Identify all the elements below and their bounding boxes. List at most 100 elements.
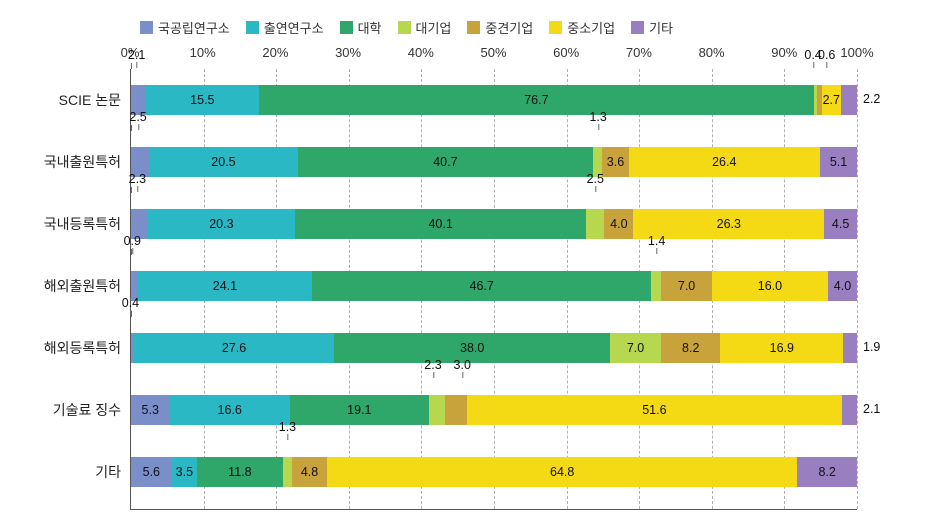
legend-swatch <box>398 21 411 34</box>
bar-segment: 2.7 <box>822 85 842 115</box>
chart: 0%10%20%30%40%50%60%70%80%90%100% SCIE 논… <box>130 45 857 510</box>
bar-segment: 20.5 <box>149 147 298 177</box>
row-label: 해외등록특허 <box>31 338 131 358</box>
bar-row: SCIE 논문2.22.10.40.615.576.72.7 <box>131 69 857 131</box>
bar-segment: 38.0 <box>334 333 610 363</box>
bar-segment: 5.3 <box>131 395 169 425</box>
bar-segment: 16.9 <box>720 333 843 363</box>
bar-segment: 7.0 <box>661 271 712 301</box>
legend-label: 중소기업 <box>567 18 615 37</box>
x-axis-tick: 40% <box>408 45 434 60</box>
legend-swatch <box>246 21 259 34</box>
bar-segment: 4.5 <box>824 209 857 239</box>
bar-segment <box>842 395 857 425</box>
bar-segment: 4.0 <box>828 271 857 301</box>
bar-segment <box>131 209 148 239</box>
x-axis-tick: 10% <box>190 45 216 60</box>
callout-label: 1.9 <box>863 340 880 354</box>
legend-label: 대학 <box>358 18 382 37</box>
row-label: 해외출원특허 <box>31 276 131 296</box>
legend-item: 대학 <box>340 18 382 37</box>
bar-segment: 4.8 <box>292 457 327 487</box>
bar-segment: 8.2 <box>661 333 721 363</box>
x-axis-tick: 0% <box>121 45 140 60</box>
bar-row: 국내출원특허2.51.320.540.73.626.45.1 <box>131 131 857 193</box>
bar-segment <box>429 395 446 425</box>
bar-segment <box>131 85 146 115</box>
row-label: 기술료 징수 <box>31 400 131 420</box>
bar-segment: 64.8 <box>327 457 797 487</box>
legend-item: 출연연구소 <box>246 18 324 37</box>
row-label: 국내출원특허 <box>31 152 131 172</box>
legend-label: 대기업 <box>416 18 452 37</box>
legend: 국공립연구소 출연연구소 대학 대기업 중견기업 중소기업 기타 <box>140 18 897 37</box>
x-axis-tick: 80% <box>699 45 725 60</box>
bar-segment <box>586 209 604 239</box>
bar-segment: 40.7 <box>298 147 593 177</box>
x-axis-tick: 70% <box>626 45 652 60</box>
bar-segment <box>445 395 467 425</box>
x-axis-tick: 30% <box>335 45 361 60</box>
legend-item: 중소기업 <box>549 18 615 37</box>
bar-segment: 3.6 <box>602 147 628 177</box>
legend-item: 국공립연구소 <box>140 18 230 37</box>
stacked-bar: 24.146.77.016.04.0 <box>131 271 857 301</box>
stacked-bar: 5.63.511.8 4.864.88.2 <box>131 457 857 487</box>
stacked-bar: 20.540.7 3.626.45.1 <box>131 147 857 177</box>
stacked-bar: 15.576.7 2.7 <box>131 85 857 115</box>
bar-segment <box>843 333 857 363</box>
callout-label: 2.2 <box>863 92 880 106</box>
bar-segment: 27.6 <box>134 333 334 363</box>
bar-segment: 7.0 <box>610 333 661 363</box>
x-axis-tick: 50% <box>480 45 506 60</box>
legend-label: 출연연구소 <box>264 18 324 37</box>
bar-segment: 51.6 <box>467 395 842 425</box>
row-label: 국내등록특허 <box>31 214 131 234</box>
x-axis-tick: 60% <box>553 45 579 60</box>
bar-segment: 8.2 <box>797 457 857 487</box>
bar-segment: 5.1 <box>820 147 857 177</box>
stacked-bar: 27.638.07.08.216.9 <box>131 333 857 363</box>
bar-segment: 26.3 <box>633 209 824 239</box>
bar-segment <box>593 147 602 177</box>
bar-segment: 5.6 <box>131 457 172 487</box>
legend-item: 중견기업 <box>467 18 533 37</box>
stacked-bar: 5.316.619.1 51.6 <box>131 395 857 425</box>
legend-swatch <box>549 21 562 34</box>
bar-segment: 11.8 <box>197 457 283 487</box>
bar-row: 국내등록특허2.32.520.340.14.026.34.5 <box>131 193 857 255</box>
bar-segment: 16.0 <box>712 271 828 301</box>
bar-segment: 19.1 <box>290 395 429 425</box>
row-label: 기타 <box>31 462 131 482</box>
bar-segment: 16.6 <box>169 395 290 425</box>
legend-swatch <box>140 21 153 34</box>
bar-row: 해외출원특허0.91.424.146.77.016.04.0 <box>131 255 857 317</box>
legend-label: 기타 <box>649 18 673 37</box>
grid-line <box>857 69 858 509</box>
bar-segment: 76.7 <box>259 85 815 115</box>
legend-swatch <box>467 21 480 34</box>
row-label: SCIE 논문 <box>31 90 131 110</box>
x-axis-tick: 20% <box>262 45 288 60</box>
bar-segment: 4.0 <box>604 209 633 239</box>
bar-segment: 15.5 <box>146 85 258 115</box>
legend-label: 국공립연구소 <box>158 18 230 37</box>
bar-row: 해외등록특허1.90.427.638.07.08.216.9 <box>131 317 857 379</box>
bar-segment: 46.7 <box>312 271 651 301</box>
bar-segment: 20.3 <box>148 209 295 239</box>
bar-segment: 26.4 <box>629 147 820 177</box>
bar-segment <box>841 85 857 115</box>
legend-label: 중견기업 <box>485 18 533 37</box>
plot-area: SCIE 논문2.22.10.40.615.576.72.7국내출원특허2.51… <box>130 69 857 510</box>
bar-segment: 40.1 <box>295 209 586 239</box>
bar-segment <box>283 457 292 487</box>
x-axis-tick: 90% <box>771 45 797 60</box>
legend-swatch <box>631 21 644 34</box>
x-axis-tick: 100% <box>840 45 873 60</box>
bar-row: 기타1.35.63.511.84.864.88.2 <box>131 441 857 503</box>
callout-label: 2.1 <box>863 402 880 416</box>
legend-swatch <box>340 21 353 34</box>
bar-segment: 3.5 <box>172 457 197 487</box>
bar-row: 기술료 징수2.12.33.05.316.619.151.6 <box>131 379 857 441</box>
bar-segment <box>131 147 149 177</box>
